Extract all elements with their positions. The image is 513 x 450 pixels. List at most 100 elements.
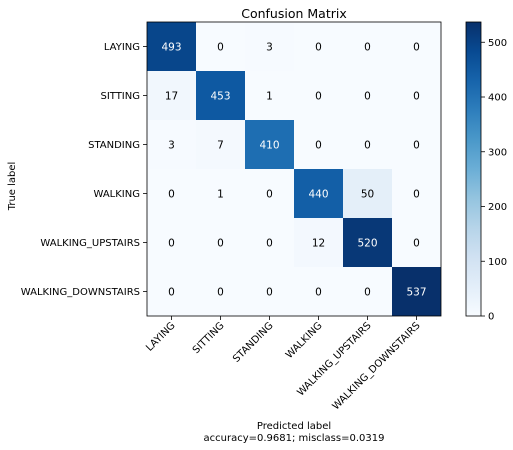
heatmap-cell [294, 22, 343, 71]
cell-value-label: 0 [413, 189, 420, 201]
heatmap-cell [343, 120, 392, 169]
heatmap-cell [343, 267, 392, 316]
cell-value-label: 0 [413, 238, 420, 250]
cell-value-label: 0 [217, 42, 224, 54]
cell-value-label: 1 [217, 189, 224, 201]
cell-value-label: 0 [266, 238, 273, 250]
cell-value-label: 0 [364, 140, 371, 152]
cell-value-label: 0 [168, 238, 175, 250]
colorbar-tick-label: 400 [488, 93, 507, 104]
cell-value-label: 0 [266, 189, 273, 201]
heatmap-cell [294, 169, 343, 218]
x-tick-label: SITTING [191, 320, 227, 356]
chart-title: Confusion Matrix [241, 6, 347, 21]
cell-value-label: 410 [259, 140, 279, 152]
x-tick-label: WALKING_DOWNSTAIRS [331, 320, 423, 412]
heatmap-cell [392, 169, 441, 218]
x-tick-label: LAYING [144, 320, 177, 353]
heatmap-cell [196, 71, 245, 120]
colorbar-tick-label: 500 [488, 38, 507, 49]
x-axis-sublabel: accuracy=0.9681; misclass=0.0319 [204, 433, 385, 444]
colorbar-tick-label: 100 [488, 257, 507, 268]
cell-value-label: 1 [266, 91, 273, 103]
y-tick-label: WALKING_UPSTAIRS [40, 238, 140, 249]
cell-value-label: 17 [165, 91, 178, 103]
heatmap-cell [245, 218, 294, 267]
heatmap-cell [294, 71, 343, 120]
heatmap-cell [343, 22, 392, 71]
y-tick-label: WALKING_DOWNSTAIRS [21, 287, 140, 298]
cell-value-label: 0 [315, 140, 322, 152]
x-tick-label: WALKING [284, 320, 325, 361]
y-tick-label: LAYING [104, 42, 140, 53]
heatmap-cell [147, 120, 196, 169]
heatmap-cell [245, 71, 294, 120]
heatmap-cell [147, 71, 196, 120]
colorbar: 0 100 200 300 400 500 [465, 21, 507, 323]
heatmap-cell [294, 218, 343, 267]
heatmap-cell [147, 267, 196, 316]
colorbar-tick-label: 200 [488, 202, 507, 213]
heatmap-cell [392, 120, 441, 169]
heatmap-cell [392, 267, 441, 316]
heatmap-cell [392, 218, 441, 267]
cell-value-label: 0 [413, 42, 420, 54]
heatmap-cell [147, 218, 196, 267]
cell-value-label: 0 [266, 287, 273, 299]
heatmap-cell [343, 218, 392, 267]
heatmap-cell [147, 22, 196, 71]
cell-value-label: 50 [361, 189, 374, 201]
cell-value-label: 7 [217, 140, 224, 152]
y-tick-label: STANDING [88, 140, 140, 151]
cell-value-label: 3 [266, 42, 273, 54]
heatmap-cell [245, 120, 294, 169]
cell-value-labels: 493 0 3 0 0 0 17 453 1 0 0 0 3 7 410 0 0 0 0 1 0 440 50 0 0 0 0 12 5… [161, 42, 426, 299]
heatmap-cell [196, 120, 245, 169]
heatmap-cell [343, 169, 392, 218]
cell-value-label: 440 [308, 189, 328, 201]
cell-value-label: 0 [168, 189, 175, 201]
cell-value-label: 537 [406, 287, 426, 299]
cell-value-label: 12 [312, 238, 325, 250]
x-tick-label: STANDING [231, 320, 275, 364]
cell-value-label: 453 [210, 91, 230, 103]
heatmap-cells [147, 22, 441, 316]
y-axis-label: True label [7, 162, 18, 212]
cell-value-label: 0 [364, 42, 371, 54]
heatmap-cell [392, 71, 441, 120]
heatmap-cell [343, 71, 392, 120]
cell-value-label: 0 [315, 42, 322, 54]
cell-value-label: 0 [217, 287, 224, 299]
x-axis-label: Predicted label [257, 421, 331, 432]
cell-value-label: 0 [168, 287, 175, 299]
cell-value-label: 0 [364, 287, 371, 299]
colorbar-tick-label: 300 [488, 147, 507, 158]
heatmap-cell [147, 169, 196, 218]
heatmap-cell [245, 267, 294, 316]
cell-value-label: 0 [413, 91, 420, 103]
heatmap-cell [392, 22, 441, 71]
heatmap-cell [245, 169, 294, 218]
cell-value-label: 0 [315, 287, 322, 299]
cell-value-label: 0 [217, 238, 224, 250]
heatmap-cell [196, 22, 245, 71]
heatmap-cell [196, 267, 245, 316]
cell-value-label: 0 [364, 91, 371, 103]
colorbar-gradient [465, 21, 482, 317]
heatmap-cell [294, 267, 343, 316]
cell-value-label: 3 [168, 140, 175, 152]
cell-value-label: 493 [161, 42, 181, 54]
cell-value-label: 0 [315, 91, 322, 103]
heatmap-cell [294, 120, 343, 169]
plot-frame [146, 21, 442, 317]
heatmap-cell [196, 169, 245, 218]
y-tick-label: SITTING [100, 91, 140, 102]
x-axis-ticks: LAYING SITTING STANDING WALKINGWALKING_UPST… [144, 316, 423, 412]
heatmap-cell [196, 218, 245, 267]
cell-value-label: 520 [357, 238, 377, 250]
y-tick-label: WALKING [94, 189, 141, 200]
cell-value-label: 0 [413, 140, 420, 152]
colorbar-tick-label: 0 [488, 312, 494, 323]
heatmap-cell [245, 22, 294, 71]
